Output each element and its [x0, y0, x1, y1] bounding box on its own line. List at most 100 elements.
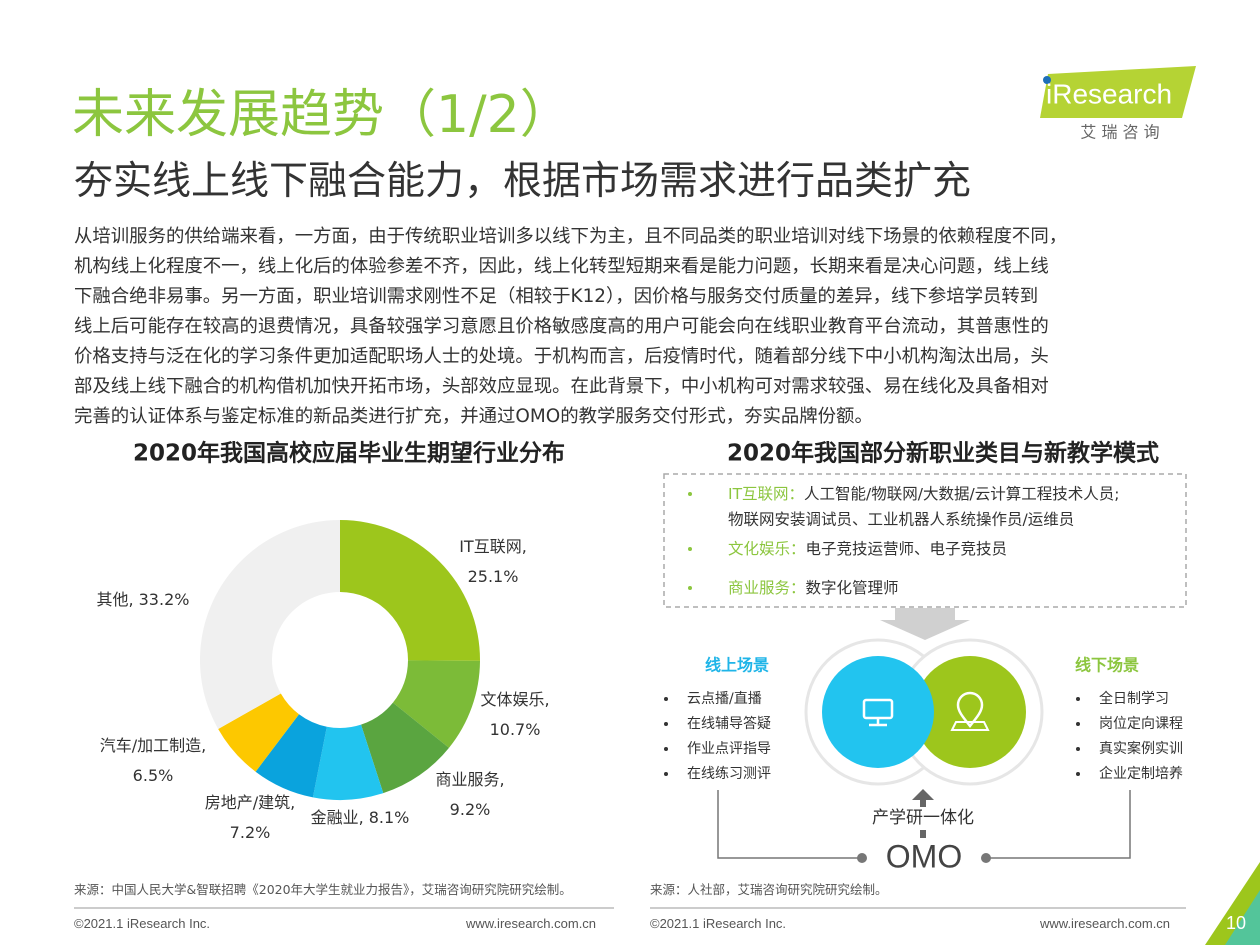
body-line: 部及线上线下融合的机构借机加快开拓市场，头部效应显现。在此背景下，中小机构可对需… — [74, 376, 1049, 397]
bullet — [664, 697, 668, 701]
bullet — [688, 586, 692, 590]
bullet — [1076, 697, 1080, 701]
category-line: 文化娱乐：电子竞技运营师、电子竞技员 — [728, 540, 1007, 558]
bullet — [688, 492, 692, 496]
source: 来源：人社部，艾瑞咨询研究院研究绘制。 — [650, 882, 888, 897]
bullet — [1076, 772, 1080, 776]
category-label: 其他, — [97, 590, 134, 609]
logo-cn: 艾 瑞 咨 询 — [1080, 123, 1159, 142]
logo-dot — [1043, 76, 1051, 84]
donut-slice — [361, 702, 449, 794]
online-circle — [822, 656, 934, 768]
scenario-item: 在线练习测评 — [687, 766, 771, 782]
copyright: ©2021.1 iResearch Inc. — [74, 916, 211, 931]
connector — [717, 790, 858, 859]
data-label: 汽车/加工制造, 6.5% — [100, 736, 206, 785]
category-items: 电子竞技运营师、电子竞技员 — [806, 540, 1008, 558]
value-label: 6.5% — [133, 766, 174, 785]
page-subtitle: 夯实线上线下融合能力，根据市场需求进行品类扩充 — [74, 159, 972, 204]
donut-slice — [312, 724, 384, 800]
bullet — [688, 547, 692, 551]
data-label: 金融业, 8.1% — [311, 808, 410, 827]
up-arrow — [912, 789, 934, 800]
scenario-item: 在线辅导答疑 — [687, 715, 771, 732]
connector-dot — [857, 853, 867, 863]
bullet — [664, 722, 668, 726]
data-label: 其他, 33.2% — [97, 590, 190, 609]
scenario-item: 全日制学习 — [1099, 690, 1169, 707]
donut-slice — [392, 660, 480, 748]
category-label: 文体娱乐, — [480, 690, 549, 709]
offline-circle — [914, 656, 1026, 768]
bullet — [664, 747, 668, 751]
category-label: 房地产/建筑, — [205, 793, 295, 812]
bullet — [1076, 722, 1080, 726]
category-label: IT互联网, — [459, 537, 527, 556]
offline-title: 线下场景 — [1075, 656, 1139, 675]
body-line: 线上后可能存在较高的退费情况，具备较强学习意愿且价格敏感度高的用户可能会向在线职… — [74, 316, 1049, 337]
donut-chart: IT互联网, 25.1% 文体娱乐, 10.7% 商业服务, 9.2% 金融业, 8.1% 房地… — [97, 520, 550, 842]
omo-label: OMO — [886, 838, 962, 874]
scenario-item: 作业点评指导 — [687, 741, 771, 757]
value-label: 9.2% — [450, 800, 491, 819]
url: www.iresearch.com.cn — [466, 916, 597, 931]
down-arrow — [880, 608, 970, 640]
bullet — [1076, 747, 1080, 751]
value-label: 7.2% — [230, 823, 271, 842]
data-label: IT互联网, 25.1% — [459, 537, 527, 586]
value-label: 10.7% — [490, 720, 541, 739]
donut-slice — [255, 714, 327, 798]
category-line: IT互联网：人工智能/物联网/大数据/云计算工程技术人员; — [728, 484, 1119, 503]
value-label: 25.1% — [468, 567, 519, 586]
value-label: 8.1% — [369, 808, 410, 827]
data-label: 商业服务, 9.2% — [435, 770, 504, 819]
category-label: 商业服务, — [435, 770, 504, 789]
category-list: IT互联网：人工智能/物联网/大数据/云计算工程技术人员; 物联网安装调试员、工业… — [688, 484, 1119, 597]
scenario-item: 真实案例实训 — [1099, 740, 1183, 757]
integration-label: 产学研一体化 — [872, 808, 974, 828]
source: 来源：中国人民大学&智联招聘《2020年大学生就业力报告》，艾瑞咨询研究院研究绘… — [74, 882, 572, 897]
category-items: 数字化管理师 — [806, 579, 899, 597]
url: www.iresearch.com.cn — [1040, 916, 1171, 931]
category-items: 物联网安装调试员、工业机器人系统操作员/运维员 — [728, 511, 1074, 529]
up-arrow — [920, 799, 926, 807]
body-line: 下融合绝非易事。另一方面，职业培训需求刚性不足（相较于K12），因价格与服务交付… — [74, 286, 1039, 307]
donut-slice — [340, 520, 480, 661]
body-line: 价格支持与泛在化的学习条件更加适配职场人士的处境。于机构而言，后疫情时代，随着部… — [74, 346, 1049, 367]
connector — [990, 790, 1131, 859]
category-items: 人工智能/物联网/大数据/云计算工程技术人员; — [804, 484, 1119, 503]
diagram-title: 2020年我国部分新职业类目与新教学模式 — [727, 440, 1159, 467]
location-icon — [956, 691, 984, 729]
scenario-item: 云点播/直播 — [687, 690, 762, 707]
location-icon — [950, 721, 990, 731]
copyright: ©2021.1 iResearch Inc. — [650, 916, 787, 931]
body-line: 机构线上化程度不一，线上化后的体验参差不齐，因此，线上化转型短期来看是能力问题，… — [74, 256, 1049, 277]
bullet — [664, 772, 668, 776]
value-label: 33.2% — [139, 590, 190, 609]
connector — [920, 830, 926, 838]
scenario-item: 岗位定向课程 — [1099, 716, 1183, 732]
chart-title: 2020年我国高校应届毕业生期望行业分布 — [133, 440, 565, 467]
body-line: 完善的认证体系与鉴定标准的新品类进行扩充，并通过OMO的教学服务交付形式，夯实品… — [74, 406, 873, 427]
logo-badge — [1040, 66, 1196, 118]
connector-dot — [981, 853, 991, 863]
logo-text: iResearch — [1046, 78, 1172, 109]
category-box — [663, 473, 1187, 608]
data-label: 文体娱乐, 10.7% — [480, 690, 549, 739]
page-number: 10 — [1226, 913, 1246, 933]
category-name: IT互联网： — [728, 485, 804, 503]
donut-slice — [218, 693, 300, 772]
category-label: 汽车/加工制造, — [100, 736, 206, 755]
page-title: 未来发展趋势（1/2） — [72, 85, 572, 145]
scenario-item: 企业定制培养 — [1099, 765, 1183, 782]
page-corner — [1225, 890, 1260, 945]
data-label: 房地产/建筑, 7.2% — [205, 793, 295, 842]
body-line: 从培训服务的供给端来看，一方面，由于传统职业培训多以线下为主，且不同品类的职业培… — [74, 226, 1068, 247]
online-title: 线上场景 — [705, 656, 769, 675]
donut-slice — [199, 520, 340, 729]
category-label: 金融业, — [311, 808, 364, 827]
category-name: 商业服务： — [728, 579, 806, 597]
